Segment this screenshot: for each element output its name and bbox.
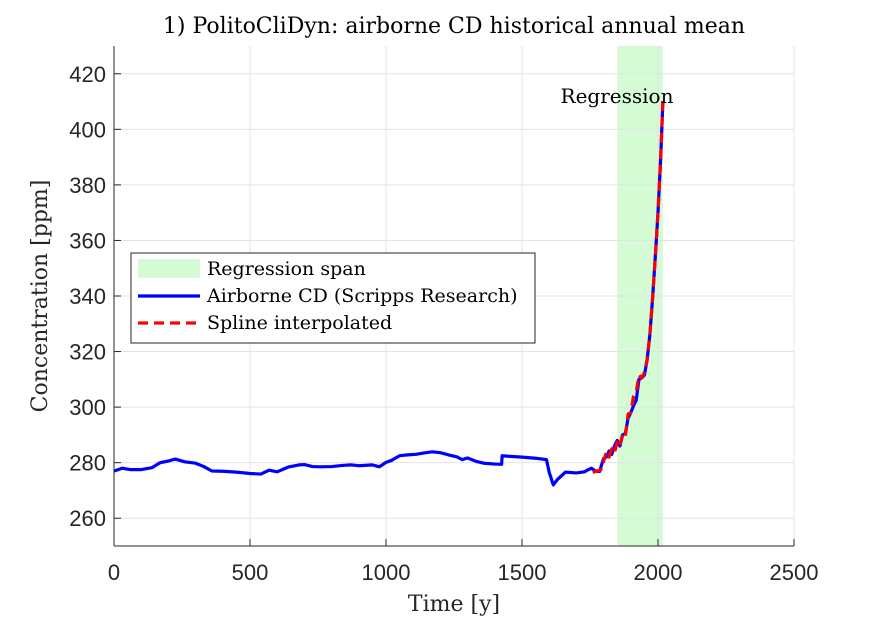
plot-area: 0 500 1000 1500 2000 2500 260 280 300 320 340 360 3… [69,46,818,585]
y-axis-ticks: 260 280 300 320 340 360 380 400 420 [69,62,121,531]
y-tick-label-8: 420 [69,62,106,87]
x-tick-label-2: 1000 [362,560,411,585]
x-axis-ticks: 0 500 1000 1500 2000 2500 [108,539,819,585]
regression-annotation: Regression [561,84,674,108]
chart-title: 1) PolitoCliDyn: airborne CD historical … [163,14,745,39]
y-tick-label-5: 360 [69,228,106,253]
y-axis-label: Concentration [ppm] [28,180,53,413]
legend-label-airborne-cd: Airborne CD (Scripps Research) [206,285,518,307]
x-tick-label-0: 0 [108,560,120,585]
x-tick-label-4: 2000 [634,560,683,585]
y-tick-label-0: 260 [69,506,106,531]
y-tick-label-6: 380 [69,173,106,198]
x-axis-label: Time [y] [408,592,500,617]
y-tick-label-7: 400 [69,117,106,142]
x-tick-label-5: 2500 [770,560,819,585]
legend: Regression span Airborne CD (Scripps Res… [130,252,536,344]
x-tick-label-3: 1500 [498,560,547,585]
x-tick-label-1: 500 [232,560,269,585]
y-tick-label-3: 320 [69,340,106,365]
legend-label-regression-span: Regression span [207,258,366,280]
series-line-spline-interpolated [592,98,665,474]
y-tick-label-2: 300 [69,395,106,420]
y-tick-label-1: 280 [69,451,106,476]
legend-label-spline-interpolated: Spline interpolated [207,312,392,334]
y-tick-label-4: 340 [69,284,106,309]
legend-swatch-regression-span [138,259,200,278]
